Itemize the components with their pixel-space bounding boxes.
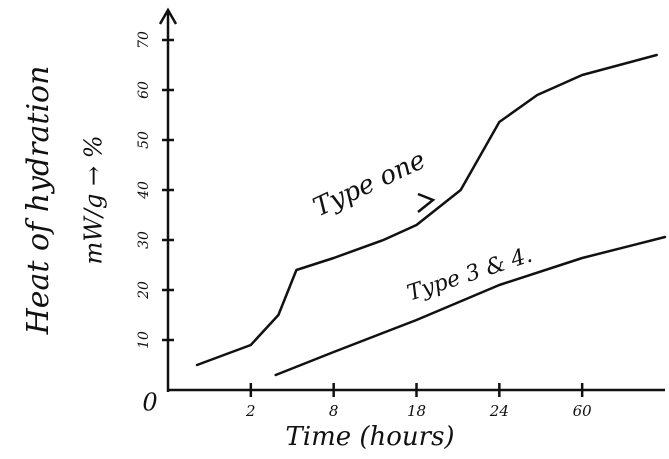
- annotation-arrow: [417, 192, 436, 213]
- x-axis-label: Time (hours): [285, 422, 454, 452]
- y-tick-label: 50: [136, 131, 152, 149]
- x-tick-label: 60: [573, 402, 593, 420]
- series-line: [195, 53, 658, 367]
- y-tick-label: 70: [136, 31, 152, 49]
- series-label: Type one: [309, 145, 431, 223]
- y-tick-label: 40: [136, 181, 152, 200]
- x-tick-label: 24: [489, 402, 509, 420]
- y-tick-label: 20: [136, 281, 152, 300]
- x-tick-label: 2: [245, 402, 256, 420]
- y-axis-unit: mW/g → %: [80, 135, 108, 264]
- series-line: [274, 235, 667, 377]
- axes: [158, 7, 665, 392]
- y-tick-label: 60: [136, 81, 152, 99]
- y-tick-label: 10: [136, 331, 152, 349]
- x-tick-label: 8: [329, 402, 339, 420]
- x-tick-label: 0: [142, 389, 157, 417]
- x-tick-label: 18: [407, 402, 426, 420]
- y-tick-label: 30: [136, 231, 152, 249]
- y-axis-label: Heat of hydration: [21, 66, 56, 336]
